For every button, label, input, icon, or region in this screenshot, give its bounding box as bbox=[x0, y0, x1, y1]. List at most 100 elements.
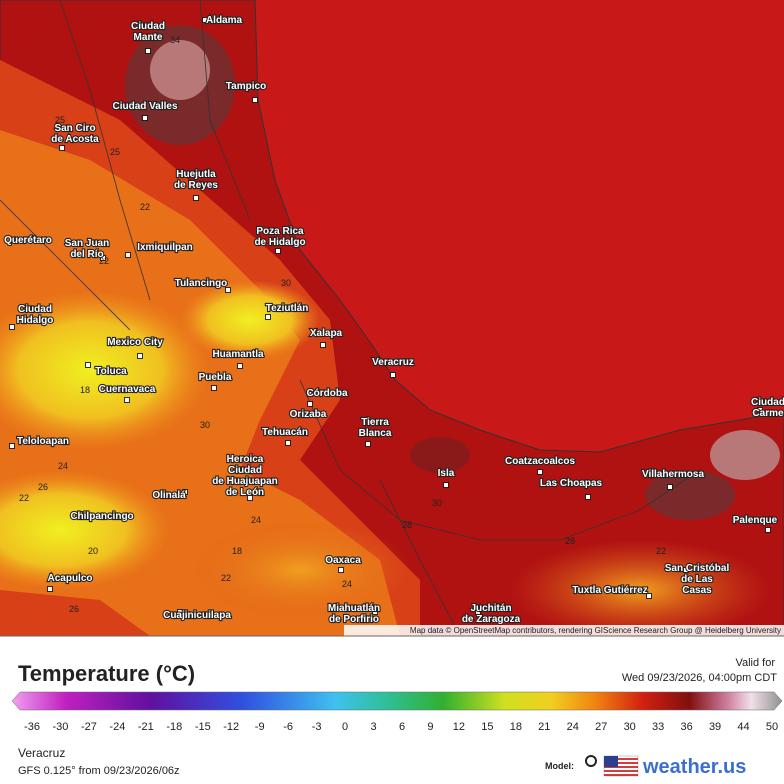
contour-label: 24 bbox=[342, 579, 352, 589]
model-run: GFS 0.125° from 09/23/2026/06z bbox=[18, 765, 180, 777]
color-bar bbox=[11, 691, 783, 711]
city-marker bbox=[142, 115, 148, 121]
city-label: Olinalá bbox=[152, 490, 186, 501]
city-marker bbox=[202, 17, 208, 23]
city-label: Mexico City bbox=[107, 337, 163, 348]
city-label: Cuajinicuilapa bbox=[163, 610, 231, 621]
city-label: Cuernavaca bbox=[99, 384, 156, 395]
city-marker bbox=[125, 252, 131, 258]
city-label: de Hidalgo bbox=[254, 237, 305, 248]
city-label: del Río bbox=[70, 249, 103, 260]
city-marker bbox=[537, 469, 543, 475]
city-label: Ciudad Valles bbox=[112, 101, 177, 112]
city-label: Ciudad bbox=[18, 304, 52, 315]
map: Map data © OpenStreetMap contributors, r… bbox=[0, 0, 784, 640]
city-marker bbox=[252, 97, 258, 103]
contour-label: 20 bbox=[88, 546, 98, 556]
color-bar-tick-label: -6 bbox=[283, 721, 293, 733]
legend-title: Temperature (°C) bbox=[18, 661, 195, 686]
city-label: Blanca bbox=[359, 428, 392, 439]
city-label: Ixmiquilpan bbox=[137, 242, 193, 253]
city-marker bbox=[85, 362, 91, 368]
color-bar-tick-label: -9 bbox=[255, 721, 265, 733]
city-label: Teloloapan bbox=[17, 436, 69, 447]
city-label: Aldama bbox=[206, 15, 243, 26]
contour-label: 22 bbox=[19, 493, 29, 503]
city-label: Poza Rica bbox=[256, 226, 304, 237]
city-label: Villahermosa bbox=[642, 469, 705, 480]
city-marker bbox=[211, 385, 217, 391]
city-marker bbox=[667, 484, 673, 490]
city-label: Isla bbox=[438, 468, 455, 479]
city-marker bbox=[475, 609, 481, 615]
city-label: San Juan bbox=[65, 238, 109, 249]
city-marker bbox=[585, 494, 591, 500]
city-marker bbox=[77, 511, 83, 517]
city-label: de Las bbox=[681, 574, 713, 585]
color-bar-tick-label: 6 bbox=[399, 721, 405, 733]
city-marker bbox=[443, 482, 449, 488]
attribution-bg bbox=[344, 625, 784, 636]
city-marker bbox=[47, 586, 53, 592]
attribution: Map data © OpenStreetMap contributors, r… bbox=[410, 626, 781, 635]
city-label: Acapulco bbox=[47, 573, 92, 584]
city-label: Tuxtla Gutiérrez bbox=[572, 585, 647, 596]
city-label: Huejutla bbox=[176, 169, 216, 180]
cool-highland bbox=[150, 40, 210, 100]
city-label: Tampico bbox=[226, 81, 266, 92]
contour-label: 28 bbox=[402, 520, 412, 530]
search-icon bbox=[585, 755, 597, 767]
contour-label: 24 bbox=[58, 461, 68, 471]
city-label: Querétaro bbox=[4, 235, 52, 246]
city-label: Tierra bbox=[361, 417, 389, 428]
color-bar-tick-label: 18 bbox=[510, 721, 522, 733]
city-label: Hidalgo bbox=[17, 315, 54, 326]
city-label: Veracruz bbox=[372, 357, 414, 368]
city-label: Xalapa bbox=[310, 328, 343, 339]
city-label: de Acosta bbox=[51, 134, 99, 145]
city-label: de Zaragoza bbox=[462, 614, 521, 625]
cool-highland bbox=[645, 470, 735, 520]
warm-zone bbox=[190, 520, 410, 620]
warm-zone bbox=[510, 540, 770, 640]
city-marker bbox=[137, 353, 143, 359]
city-label: Heroica bbox=[227, 454, 264, 465]
city-marker bbox=[285, 440, 291, 446]
city-marker bbox=[124, 397, 130, 403]
contour-label: 25 bbox=[110, 147, 120, 157]
color-bar-tick-label: -27 bbox=[81, 721, 97, 733]
city-marker bbox=[237, 363, 243, 369]
city-marker bbox=[265, 314, 271, 320]
city-marker bbox=[9, 324, 15, 330]
color-bar-tick-label: 0 bbox=[342, 721, 348, 733]
city-marker bbox=[275, 248, 281, 254]
valid-label: Valid for bbox=[735, 657, 775, 669]
city-marker bbox=[765, 527, 771, 533]
city-label: San Cristóbal bbox=[665, 563, 730, 574]
contour-label: 24 bbox=[251, 515, 261, 525]
color-bar-tick-label: 9 bbox=[427, 721, 433, 733]
brand: weather.us bbox=[642, 756, 746, 778]
color-bar-tick-label: 24 bbox=[567, 721, 579, 733]
city-label: Chilpancingo bbox=[70, 511, 133, 522]
city-marker bbox=[100, 255, 106, 261]
city-label: Carme bbox=[752, 408, 784, 419]
city-marker bbox=[365, 441, 371, 447]
city-marker bbox=[307, 391, 313, 397]
contour-label: 26 bbox=[38, 482, 48, 492]
color-bar-tick-label: 27 bbox=[595, 721, 607, 733]
color-bar-tick-label: -3 bbox=[312, 721, 322, 733]
color-bar-ticks: -36 -30 -27 -24 -21 -18 -15 -12 -9 -6 -3 0 3 6 9 12 15 18… bbox=[24, 721, 778, 733]
city-label: Palenque bbox=[733, 515, 778, 526]
city-label: de Reyes bbox=[174, 180, 218, 191]
city-marker bbox=[225, 287, 231, 293]
city-label: de Porfirio bbox=[329, 614, 379, 625]
city-label: Las Choapas bbox=[540, 478, 603, 489]
city-marker bbox=[390, 372, 396, 378]
city-label: Ciudad bbox=[131, 21, 165, 32]
color-bar-tick-label: -36 bbox=[24, 721, 40, 733]
city-marker bbox=[320, 342, 326, 348]
city-marker bbox=[177, 609, 183, 615]
